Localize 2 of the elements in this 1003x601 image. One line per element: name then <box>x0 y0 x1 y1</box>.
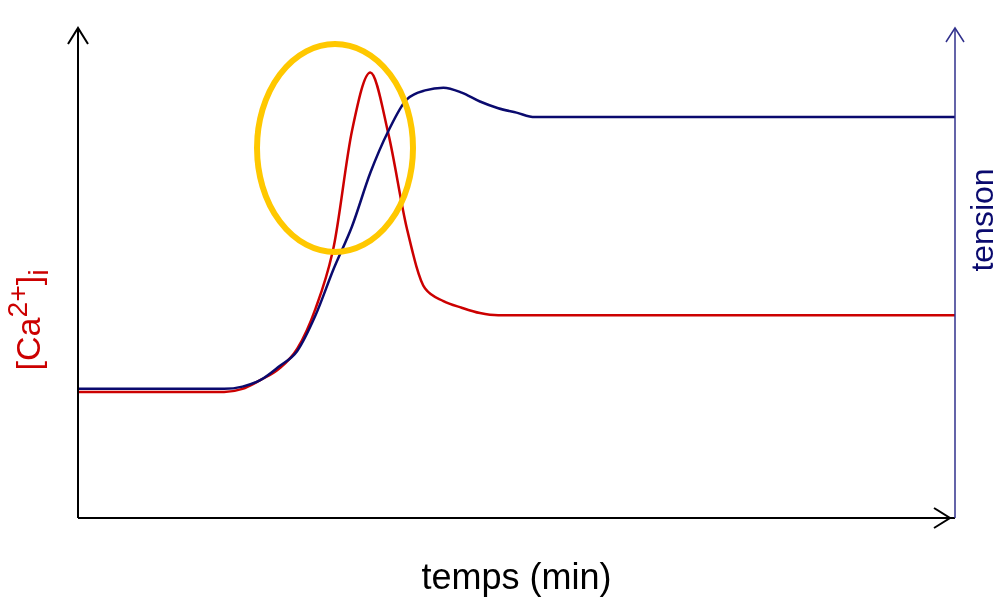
x-axis-title: temps (min) <box>420 556 613 598</box>
y2-axis-title: tension <box>963 168 1001 272</box>
